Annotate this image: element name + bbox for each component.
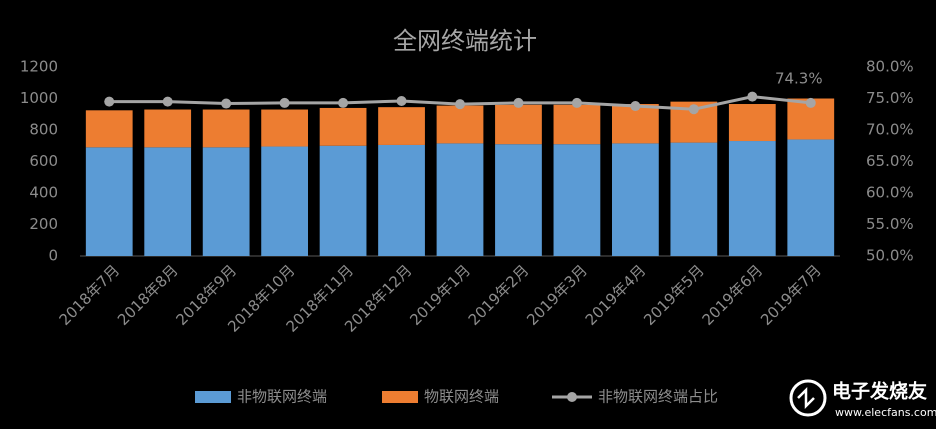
bar [144,109,192,148]
data-label: 74.3% [775,69,823,87]
line-point [104,96,115,107]
x-tick-label: 2018年7月 [56,261,124,329]
line-point [455,99,465,110]
watermark-logo [789,379,827,417]
bar [319,107,367,146]
bar [144,147,192,256]
y2-tick-label: 60.0% [866,184,914,202]
bar [319,145,367,256]
bar [728,104,776,142]
x-tick-label: 2019年5月 [640,261,708,329]
bar [612,143,659,256]
legend-label: 非物联网终端占比 [598,388,718,406]
y-tick-label: 400 [29,184,58,202]
y2-tick-label: 75.0% [866,89,914,107]
chart-title: 全网终端统计 [393,27,537,55]
line-point [338,97,349,108]
bar [261,109,308,147]
watermark-url: www.elecfans.com [835,406,936,419]
bar [202,147,250,256]
y2-tick-label: 55.0% [866,215,914,233]
bar [495,104,542,145]
y-tick-label: 800 [29,121,58,139]
line-point [688,104,699,115]
bar [670,142,718,256]
bar [553,104,601,145]
bar [85,110,133,148]
watermark: 电子发烧友 www.elecfans.com [789,379,936,419]
line-point [805,97,816,108]
line-point [396,96,407,107]
y2-tick-label: 50.0% [866,247,914,265]
bar [553,144,601,256]
y-tick-label: 600 [29,152,58,170]
line-point [279,97,290,108]
x-tick-label: 2019年7月 [757,261,825,329]
bar [261,146,308,256]
x-tick-label: 2019年6月 [699,261,767,329]
watermark-logo-mark [797,386,815,410]
bar [495,144,542,256]
line-point [747,91,758,102]
legend-swatch [195,391,231,403]
x-tick-label: 2019年2月 [465,261,533,329]
legend-swatch [382,391,418,403]
bar [85,147,133,256]
y-tick-label: 1200 [20,58,58,76]
y-tick-label: 1000 [20,89,58,107]
bar [787,139,835,256]
line-point [571,97,582,108]
line-point [221,98,232,109]
legend-swatch-point [567,392,577,402]
y2-tick-label: 80.0% [866,58,914,76]
x-tick-label: 2019年1月 [406,261,474,329]
line-point [630,101,641,112]
bar [202,109,250,148]
bar [436,143,484,256]
watermark-text: 电子发烧友 [832,380,927,403]
legend-label: 物联网终端 [424,388,499,406]
x-tick-label: 2019年3月 [523,261,591,329]
x-tick-label: 2018年8月 [114,261,182,329]
bar [378,144,425,256]
bar [436,105,484,144]
x-tick-label: 2019年4月 [582,261,650,329]
legend-label: 非物联网终端 [237,388,327,406]
bar [378,107,425,145]
y2-tick-label: 70.0% [866,121,914,139]
y-tick-label: 200 [29,215,58,233]
bar [728,141,776,256]
y2-tick-label: 65.0% [866,152,914,170]
line-point [162,96,173,107]
line-point [513,97,524,108]
y-tick-label: 0 [48,247,58,265]
